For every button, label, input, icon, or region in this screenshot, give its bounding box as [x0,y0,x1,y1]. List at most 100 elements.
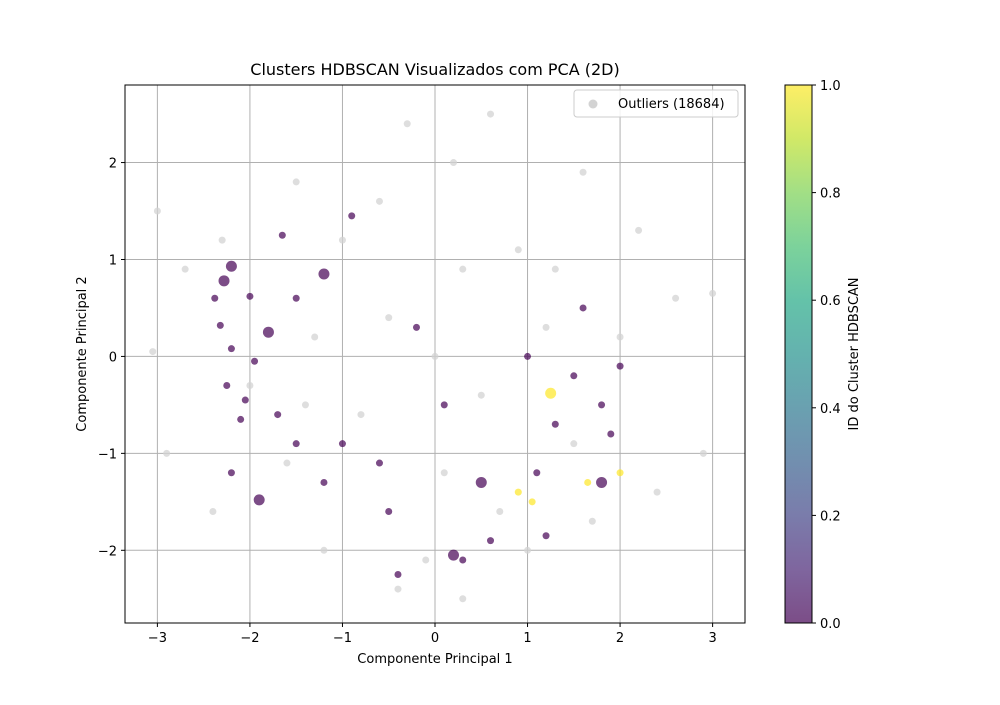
colorbar-ticks: 0.0 0.2 0.4 0.6 0.8 1.0 [812,79,841,632]
cluster-0-point [412,323,420,331]
outlier-point [149,348,157,356]
colorbar-tick-label: 1.0 [820,79,841,94]
outlier-point [292,178,300,186]
cluster-0-point [223,382,231,390]
cluster-1-point [584,478,592,486]
cluster-0-point [278,231,286,239]
cluster-0-point [596,476,608,488]
cluster-0-point [394,571,402,579]
outlier-point [459,595,467,603]
outlier-point [588,517,596,525]
outlier-point [431,352,439,360]
cluster-0-point [487,537,495,545]
cluster-0-point [459,556,467,564]
colorbar: 0.0 0.2 0.4 0.6 0.8 1.0 ID do Cluster HDBSCAN [784,79,862,632]
cluster-0-point [251,357,259,365]
cluster-0-point [318,268,330,280]
outlier-point [616,333,624,341]
x-tick-label: 2 [616,631,624,646]
outlier-point [514,246,522,254]
cluster-0-point [524,352,532,360]
colorbar-tick-label: 0.4 [820,402,841,417]
cluster-0-point [375,459,383,467]
cluster-0-point [607,430,615,438]
cluster-0-point [551,420,559,428]
cluster-0-point [225,260,237,272]
cluster-0-point [348,212,356,220]
cluster-0-point [533,469,541,477]
colorbar-tick-label: 0.0 [820,617,841,632]
y-axis-label: Componente Principal 2 [75,276,90,431]
cluster-1-point [514,488,522,496]
legend-label-outliers: Outliers (18684) [618,97,725,112]
outlier-point [181,265,189,273]
outlier-point [283,459,291,467]
outlier-point [338,236,346,244]
cluster-1-point [616,469,624,477]
outlier-point [385,314,393,322]
cluster-0-point [385,508,393,516]
cluster-0-point [237,415,245,423]
outlier-point [579,168,587,176]
x-axis-label: Componente Principal 1 [357,652,512,667]
y-tick-label: 0 [109,350,117,365]
colorbar-tick-label: 0.2 [820,509,841,524]
outlier-point [477,391,485,399]
outlier-point [496,508,504,516]
cluster-0-point [616,362,624,370]
y-tick-label: 1 [109,253,117,268]
colorbar-gradient [785,85,812,623]
cluster-0-point [338,440,346,448]
cluster-0-point [320,478,328,486]
outlier-point [653,488,661,496]
outlier-point [422,556,430,564]
colorbar-label: ID do Cluster HDBSCAN [847,277,862,430]
colorbar-tick-label: 0.8 [820,187,841,202]
cluster-0-point [475,476,487,488]
cluster-0-point [274,411,282,419]
x-tick-label: 1 [523,631,531,646]
legend-marker-outliers [588,99,598,109]
cluster-0-point [292,440,300,448]
outlier-point [672,294,680,302]
outlier-point [246,382,254,390]
y-tick-label: −1 [98,447,117,462]
chart-title: Clusters HDBSCAN Visualizados com PCA (2… [250,60,619,79]
cluster-0-point [440,401,448,409]
legend: Outliers (18684) [573,89,739,118]
outlier-point [163,449,171,457]
outlier-point [551,265,559,273]
cluster-0-point [542,532,550,540]
cluster-0-point [241,396,249,404]
scatter-points [149,110,717,603]
legend-box [573,89,739,118]
outlier-point [459,265,467,273]
cluster-0-point [211,294,219,302]
outlier-point [699,449,707,457]
cluster-0-point [570,372,578,380]
outlier-point [320,546,328,554]
cluster-0-point [292,294,300,302]
y-tick-label: 2 [109,157,117,172]
outlier-point [375,197,383,205]
cluster-0-point [227,345,235,353]
outlier-point [357,411,365,419]
outlier-point [153,207,161,215]
outlier-point [403,120,411,128]
axis-ticks: −3 −2 −1 0 1 2 3 −2 −1 0 1 2 [98,157,717,646]
outlier-point [209,508,217,516]
cluster-0-point [262,326,274,338]
cluster-0-point [598,401,606,409]
outlier-point [524,546,532,554]
outlier-point [394,585,402,593]
outlier-point [542,323,550,331]
cluster-0-point [253,494,265,506]
colorbar-tick-label: 0.6 [820,294,841,309]
outlier-point [709,289,717,297]
cluster-0-point [448,549,460,561]
outlier-point [301,401,309,409]
colorbar-frame [784,84,813,624]
outlier-point [487,110,495,118]
cluster-1-point [545,387,557,399]
